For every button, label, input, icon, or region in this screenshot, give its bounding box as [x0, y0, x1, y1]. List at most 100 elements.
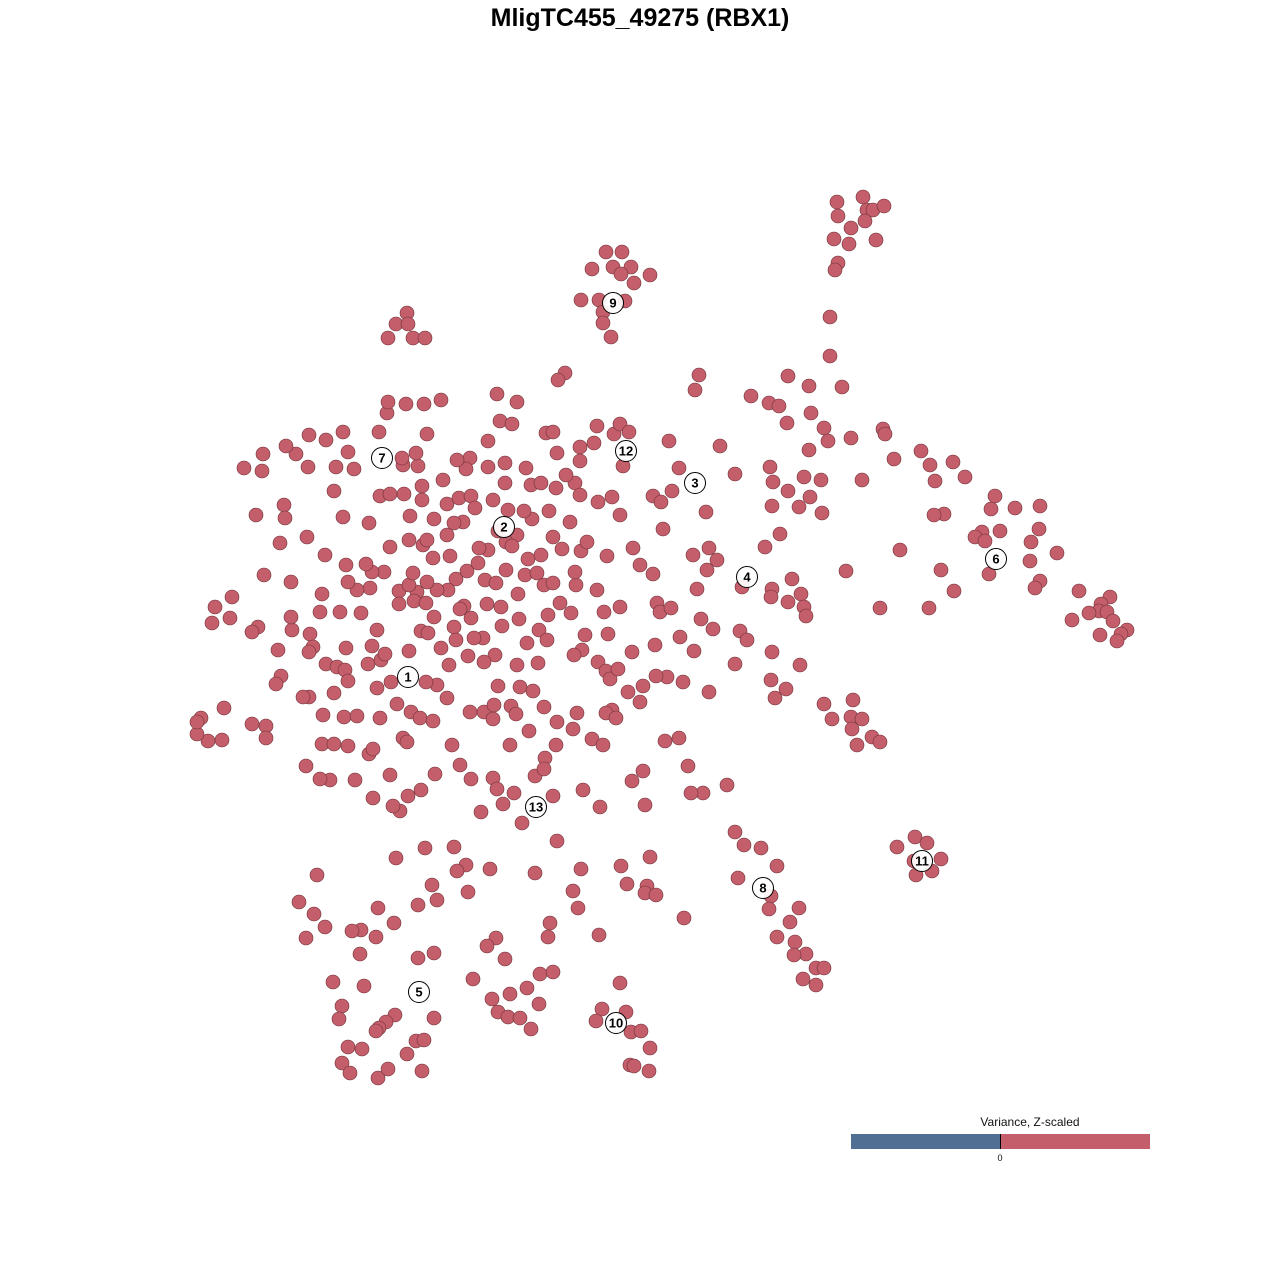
data-point: [410, 897, 426, 913]
data-point: [642, 1040, 658, 1056]
legend-zero-marker: [1000, 1134, 1001, 1149]
data-point: [764, 498, 780, 514]
data-point: [402, 508, 418, 524]
data-point: [876, 198, 892, 214]
data-point: [441, 657, 457, 673]
data-point: [452, 601, 468, 617]
data-point: [572, 453, 588, 469]
data-point: [624, 773, 640, 789]
data-point: [798, 608, 814, 624]
data-point: [317, 919, 333, 935]
data-point: [400, 788, 416, 804]
data-point: [298, 758, 314, 774]
data-point: [693, 611, 709, 627]
data-point: [727, 824, 743, 840]
cluster-label-text: 12: [619, 444, 633, 459]
data-point: [479, 938, 495, 954]
data-point: [730, 870, 746, 886]
data-point: [512, 1010, 528, 1026]
data-point: [549, 833, 565, 849]
data-point: [302, 626, 318, 642]
data-point: [497, 951, 513, 967]
data-point: [531, 622, 547, 638]
data-point: [529, 565, 545, 581]
cluster-label-11: 11: [911, 850, 933, 872]
data-point: [236, 460, 252, 476]
data-point: [336, 709, 352, 725]
data-point: [512, 679, 528, 695]
data-point: [497, 475, 513, 491]
data-point: [635, 678, 651, 694]
data-point: [352, 946, 368, 962]
data-point: [533, 547, 549, 563]
data-point: [548, 480, 564, 496]
data-point: [855, 189, 871, 205]
data-point: [429, 582, 445, 598]
data-point: [204, 615, 220, 631]
data-point: [506, 785, 522, 801]
data-point: [610, 661, 626, 677]
data-point: [412, 710, 428, 726]
cluster-label-7: 7: [371, 447, 393, 469]
data-point: [340, 444, 356, 460]
data-point: [418, 595, 434, 611]
data-point: [517, 567, 533, 583]
data-point: [921, 600, 937, 616]
data-point: [843, 220, 859, 236]
data-point: [426, 945, 442, 961]
data-point: [612, 599, 628, 615]
data-point: [1022, 553, 1038, 569]
data-point: [913, 443, 929, 459]
data-point: [663, 600, 679, 616]
data-point: [621, 424, 637, 440]
data-point: [298, 930, 314, 946]
data-point: [764, 644, 780, 660]
data-point: [598, 244, 614, 260]
data-point: [394, 450, 410, 466]
data-point: [383, 674, 399, 690]
data-point: [705, 621, 721, 637]
data-point: [567, 564, 583, 580]
data-point: [340, 574, 356, 590]
data-point: [712, 438, 728, 454]
data-point: [620, 684, 636, 700]
data-point: [689, 581, 705, 597]
data-point: [527, 865, 543, 881]
data-point: [502, 986, 518, 1002]
data-point: [886, 451, 902, 467]
data-point: [565, 721, 581, 737]
data-point: [473, 804, 489, 820]
data-point: [575, 782, 591, 798]
data-point: [276, 497, 292, 513]
data-point: [778, 681, 794, 697]
data-point: [312, 604, 328, 620]
cluster-label-4: 4: [736, 566, 758, 588]
data-point: [492, 413, 508, 429]
data-point: [370, 900, 386, 916]
data-point: [566, 647, 582, 663]
data-point: [489, 386, 505, 402]
data-point: [765, 474, 781, 490]
data-point: [655, 521, 671, 537]
data-point: [767, 690, 783, 706]
data-point: [637, 797, 653, 813]
data-point: [458, 461, 474, 477]
data-point: [590, 494, 606, 510]
data-point: [314, 586, 330, 602]
data-point: [933, 562, 949, 578]
data-point: [509, 394, 525, 410]
data-point: [588, 1013, 604, 1029]
data-point: [439, 496, 455, 512]
data-point: [312, 771, 328, 787]
cluster-label-text: 11: [915, 854, 929, 869]
data-point: [872, 600, 888, 616]
data-point: [295, 689, 311, 705]
data-point: [408, 445, 424, 461]
data-point: [346, 461, 362, 477]
data-point: [466, 630, 482, 646]
data-point: [414, 478, 430, 494]
data-point: [926, 507, 942, 523]
data-point: [487, 647, 503, 663]
cluster-label-2: 2: [493, 516, 515, 538]
data-point: [1071, 583, 1087, 599]
